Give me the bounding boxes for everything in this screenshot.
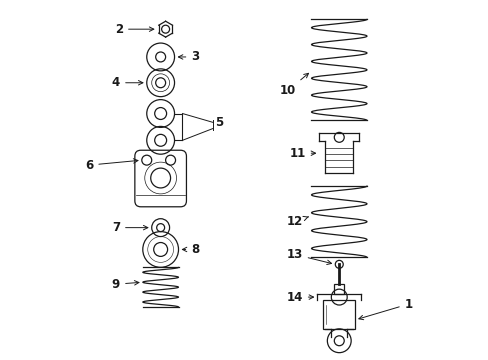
Bar [334,284,344,294]
Text: 5: 5 [215,116,223,129]
Text: 1: 1 [358,297,412,320]
Bar [323,300,354,329]
Text: 9: 9 [112,278,139,291]
Text: 7: 7 [112,221,147,234]
Text: 3: 3 [178,50,199,63]
Text: 2: 2 [115,23,154,36]
Text: 12: 12 [286,215,307,228]
Text: 11: 11 [289,147,315,160]
Text: 6: 6 [85,159,138,172]
Text: 10: 10 [279,73,308,97]
Text: 4: 4 [112,76,142,89]
Text: 8: 8 [182,243,199,256]
Text: 13: 13 [286,248,331,265]
Text: 14: 14 [286,291,313,303]
